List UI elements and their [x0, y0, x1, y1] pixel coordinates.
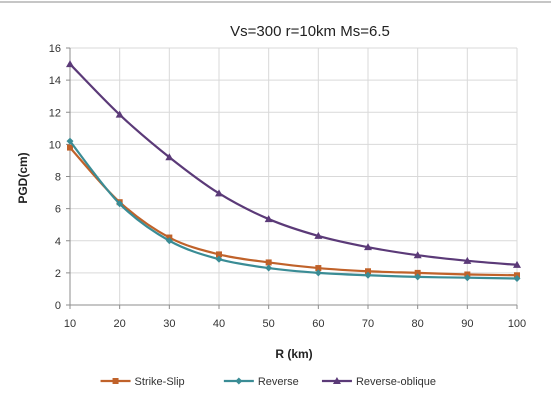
x-tick-label: 50 [263, 318, 275, 330]
axes: 0 2 4 6 8 10 12 14 16 10 20 30 40 50 60 70 80 90 100 [49, 43, 526, 330]
data-point-reverse [314, 269, 322, 277]
legend-label: Reverse-oblique [356, 376, 436, 388]
legend-label: Reverse [258, 376, 299, 388]
y-tick-label: 8 [55, 172, 61, 184]
x-tick-label: 100 [508, 318, 526, 330]
data-point-reverse [165, 237, 173, 245]
data-point-strike-slip [265, 259, 272, 266]
series-line-reverse-oblique [69, 63, 518, 266]
data-point-reverse [414, 273, 422, 281]
legend-item-reverse-oblique: Reverse-oblique [321, 376, 436, 388]
data-point-reverse [116, 200, 124, 208]
y-tick-label: 2 [55, 268, 61, 280]
x-tick-label: 10 [64, 318, 76, 330]
series-reverse-oblique [66, 60, 521, 268]
y-tick-label: 0 [55, 300, 61, 312]
series-line-reverse [69, 140, 518, 280]
y-tick-label: 4 [55, 236, 61, 248]
y-tick-label: 6 [55, 204, 61, 216]
data-point-strike-slip [365, 268, 371, 275]
legend-marker [235, 377, 243, 385]
legend-marker [332, 377, 341, 384]
series-layer [66, 60, 521, 282]
x-axis-label: R (km) [275, 347, 312, 361]
data-point-strike-slip [315, 265, 322, 272]
legend: Strike-Slip Reverse Reverse-oblique [100, 376, 436, 388]
x-tick-label: 70 [362, 318, 374, 330]
data-point-reverse [364, 271, 372, 279]
data-point-reverse [265, 264, 273, 272]
data-point-reverse [513, 274, 521, 282]
legend-label: Strike-Slip [135, 376, 185, 388]
data-point-reverse-oblique [413, 251, 422, 259]
data-point-reverse-oblique [264, 215, 273, 223]
y-tick-label: 12 [49, 107, 61, 119]
data-point-reverse-oblique [215, 189, 223, 197]
y-axis-label: PGD(cm) [16, 152, 30, 203]
data-point-reverse-oblique [513, 260, 521, 268]
data-point-reverse [215, 255, 223, 263]
legend-marker [112, 378, 119, 384]
y-tick-label: 16 [49, 43, 61, 55]
legend-item-strike-slip: Strike-Slip [100, 376, 185, 388]
x-tick-label: 40 [213, 318, 225, 330]
x-tick-label: 30 [163, 318, 175, 330]
y-tick-label: 14 [49, 75, 61, 87]
data-point-reverse-oblique [364, 243, 372, 251]
data-point-reverse-oblique [165, 153, 174, 161]
x-tick-label: 90 [461, 318, 473, 330]
chart-title: Vs=300 r=10km Ms=6.5 [230, 23, 390, 40]
data-point-reverse-oblique [314, 231, 323, 239]
data-point-reverse-oblique [66, 60, 74, 68]
data-point-strike-slip [216, 251, 222, 258]
series-line-strike-slip [69, 146, 518, 277]
x-tick-label: 80 [412, 318, 424, 330]
series-reverse [66, 137, 521, 282]
data-point-reverse-oblique [463, 256, 472, 264]
data-point-reverse-oblique [115, 110, 124, 118]
x-tick-label: 20 [114, 318, 126, 330]
data-point-reverse [66, 137, 74, 145]
legend-item-reverse: Reverse [223, 376, 299, 388]
data-point-reverse [463, 274, 471, 282]
data-point-strike-slip [67, 144, 73, 151]
y-tick-label: 10 [49, 139, 61, 151]
x-tick-label: 60 [312, 318, 324, 330]
data-point-strike-slip [414, 269, 421, 276]
